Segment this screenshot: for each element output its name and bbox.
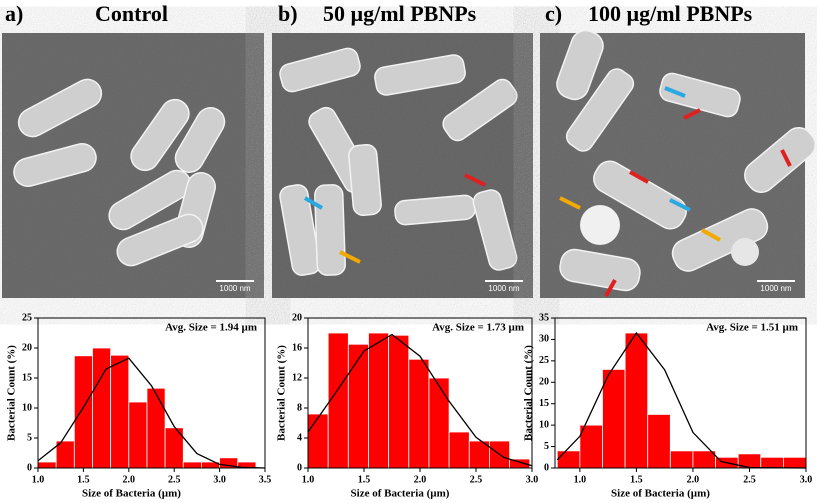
x-tick-label: 1.5 [630, 474, 643, 485]
fit-curve [556, 331, 807, 469]
y-tick-label: 8 [297, 402, 302, 413]
x-tick-label: 1.0 [574, 474, 587, 485]
histogram-bar [307, 413, 329, 469]
y-tick-label: 20 [292, 312, 302, 323]
histogram-bar [110, 354, 130, 469]
histogram-bar [760, 456, 784, 469]
y-axis-label: Bacterial Count (%) [276, 345, 288, 441]
plot-frame [554, 317, 807, 469]
x-axis-label: Size of Bacteria (µm) [351, 488, 450, 500]
y-tick-label: 10 [22, 402, 32, 413]
histogram-bar [73, 355, 93, 469]
fit-curve [37, 357, 266, 469]
histogram-bar [347, 343, 369, 469]
x-tick-label: 2.0 [414, 474, 427, 485]
x-tick-label: 3.0 [213, 474, 226, 485]
scale-bar [485, 280, 523, 282]
histogram-bar [327, 332, 349, 469]
histogram-bar [428, 377, 450, 469]
histogram-bar [146, 387, 166, 469]
scale-bar-label: 1000 nm [760, 284, 791, 293]
y-axis-label: Bacterial Count (%) [523, 345, 535, 441]
histogram-bar [128, 401, 148, 469]
y-tick-label: 0 [297, 462, 302, 473]
y-tick-label: 0 [27, 462, 32, 473]
y-tick-label: 5 [27, 432, 32, 443]
histogram-bar [37, 461, 57, 469]
y-tick-label: 25 [22, 312, 32, 323]
y-tick-label: 12 [292, 372, 302, 383]
panel-title: 100 µg/ml PBNPs [588, 1, 753, 26]
fit-curve [307, 333, 533, 467]
histogram-bar [448, 431, 470, 469]
x-tick-label: 1.0 [32, 474, 45, 485]
x-axis-label: Size of Bacteria (µm) [611, 488, 710, 500]
histogram-bar [408, 358, 430, 469]
y-tick-label: 10 [539, 419, 549, 430]
y-tick-label: 5 [544, 441, 549, 452]
histogram-bar [692, 450, 716, 469]
sem-image [272, 33, 533, 298]
histogram-bar [388, 334, 410, 469]
y-tick-label: 15 [539, 398, 549, 409]
y-tick-label: 15 [22, 372, 32, 383]
histogram-bar [647, 414, 671, 469]
y-tick-label: 30 [539, 334, 549, 345]
histogram-bar [368, 332, 390, 469]
histogram-bar [669, 450, 694, 469]
panel-label: c) [545, 1, 562, 26]
x-tick-label: 1.5 [358, 474, 371, 485]
histogram-bar [579, 424, 603, 469]
scale-bar-label: 1000 nm [219, 284, 250, 293]
histogram-bar [624, 332, 649, 469]
scale-bar-label: 1000 nm [488, 284, 519, 293]
scale-bar [757, 280, 795, 282]
histogram-bar [602, 369, 626, 469]
panel-title: Control [95, 1, 168, 26]
sem-image [2, 33, 264, 298]
x-tick-label: 2.5 [743, 474, 756, 485]
x-axis-label: Size of Bacteria (µm) [82, 488, 181, 500]
plot-frame [37, 317, 266, 469]
histogram-bar [782, 456, 807, 469]
x-tick-label: 2.5 [168, 474, 181, 485]
x-tick-label: 3.0 [800, 474, 813, 485]
annotation: Avg. Size = 1.51 µm [706, 322, 798, 334]
x-tick-label: 3.5 [259, 474, 272, 485]
x-tick-label: 1.0 [302, 474, 315, 485]
x-tick-label: 2.5 [470, 474, 483, 485]
histogram-bar [92, 347, 112, 469]
sem-image [540, 29, 816, 298]
x-tick-label: 2.0 [687, 474, 700, 485]
y-tick-label: 35 [539, 312, 549, 323]
x-tick-label: 1.5 [77, 474, 90, 485]
x-tick-label: 3.0 [526, 474, 539, 485]
y-tick-label: 25 [539, 355, 549, 366]
scale-bar [216, 280, 254, 282]
panel-title: 50 µg/ml PBNPs [323, 1, 477, 26]
y-tick-label: 20 [539, 377, 549, 388]
histogram-bar [556, 450, 581, 469]
panel-label: b) [278, 1, 298, 26]
y-tick-label: 16 [292, 342, 302, 353]
y-axis-label: Bacterial Count (%) [6, 345, 18, 441]
y-tick-label: 0 [544, 462, 549, 473]
y-tick-label: 20 [22, 342, 32, 353]
y-tick-label: 4 [297, 432, 302, 443]
annotation: Avg. Size = 1.73 µm [432, 322, 524, 334]
x-tick-label: 2.0 [123, 474, 136, 485]
annotation: Avg. Size = 1.94 µm [165, 322, 257, 334]
panel-label: a) [5, 1, 23, 26]
histogram-bar [182, 461, 202, 469]
